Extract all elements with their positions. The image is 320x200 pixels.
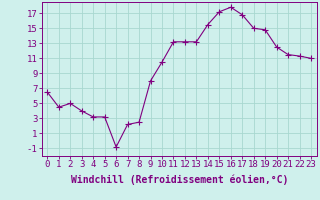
- X-axis label: Windchill (Refroidissement éolien,°C): Windchill (Refroidissement éolien,°C): [70, 175, 288, 185]
